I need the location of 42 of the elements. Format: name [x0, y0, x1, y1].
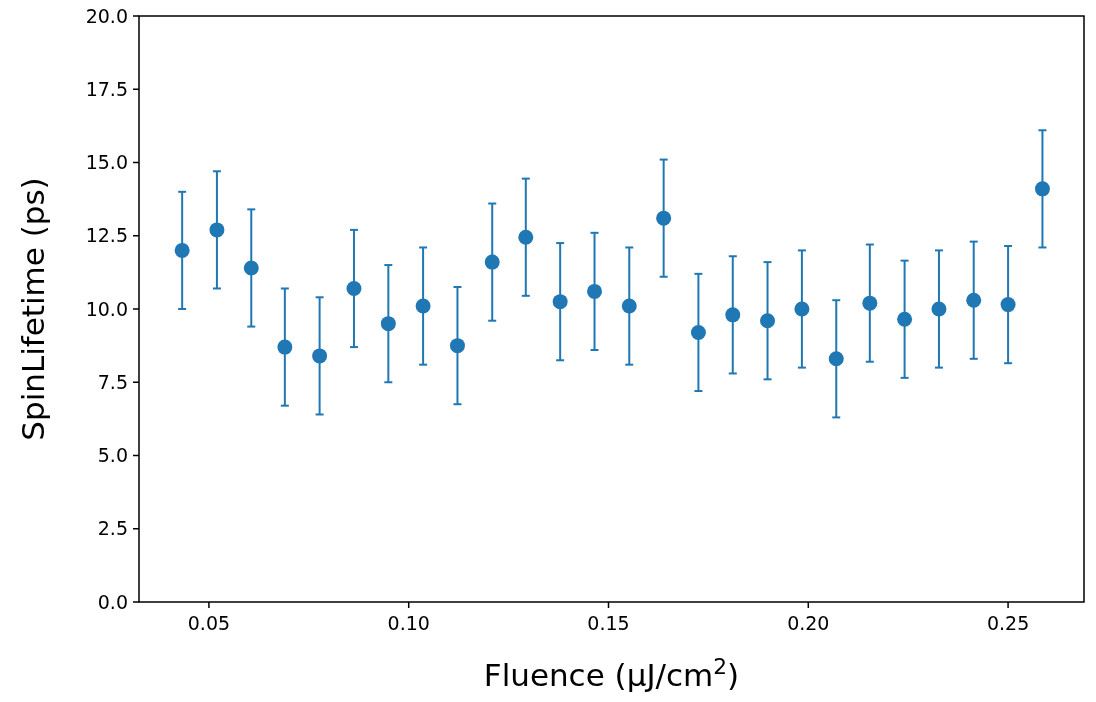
- point: [931, 301, 947, 317]
- point: [794, 301, 810, 317]
- x-tick-label: 0.05: [187, 612, 231, 634]
- y-tick-label: 15.0: [85, 151, 128, 174]
- point: [656, 210, 672, 226]
- y-tick-label: 10.0: [85, 297, 128, 320]
- y-axis-title: SpinLifetime (ps): [15, 177, 51, 441]
- y-tick-label: 7.5: [97, 370, 128, 393]
- point: [690, 324, 706, 340]
- point: [415, 298, 431, 314]
- point: [760, 313, 776, 329]
- point: [1000, 297, 1016, 313]
- point: [587, 283, 603, 299]
- point: [828, 351, 844, 367]
- point: [209, 222, 225, 238]
- y-tick-label: 17.5: [85, 77, 128, 100]
- y-tick-label: 20.0: [85, 4, 128, 27]
- y-tick-label: 0.0: [97, 590, 128, 613]
- point: [243, 260, 259, 276]
- x-tick-label: 0.15: [587, 612, 630, 634]
- point: [552, 294, 568, 310]
- point: [1034, 181, 1050, 197]
- point: [897, 311, 913, 327]
- point: [862, 295, 878, 311]
- y-tick-label: 5.0: [97, 444, 128, 467]
- x-axis-title: Fluence (μJ/cm$^{2}$): [483, 653, 740, 693]
- point: [174, 242, 190, 258]
- point: [725, 307, 741, 323]
- point: [449, 338, 465, 354]
- x-tick-label: 0.10: [387, 612, 430, 634]
- point: [380, 316, 396, 332]
- x-tick-label: 0.25: [986, 612, 1030, 634]
- point: [346, 280, 362, 296]
- x-tick-label: 0.20: [787, 612, 830, 634]
- y-tick-label: 12.5: [85, 224, 128, 247]
- point: [277, 339, 293, 355]
- point: [518, 229, 534, 245]
- y-tick-label: 2.5: [97, 517, 128, 540]
- point: [484, 254, 500, 270]
- point: [966, 292, 982, 308]
- point: [621, 298, 637, 314]
- point: [312, 348, 328, 364]
